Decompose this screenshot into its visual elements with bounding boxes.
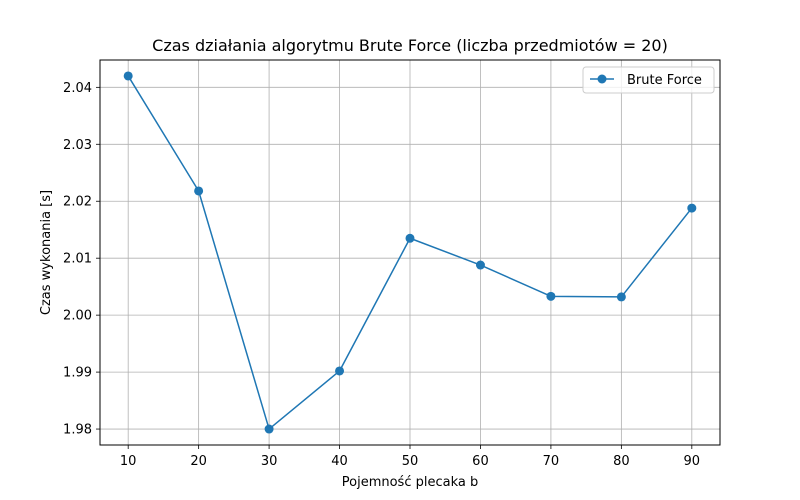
y-tick-label: 2.03 — [63, 138, 92, 153]
y-tick-label: 2.01 — [63, 252, 92, 267]
y-tick-label: 1.99 — [63, 366, 92, 381]
x-tick-label: 90 — [684, 454, 701, 469]
x-tick-label: 70 — [543, 454, 560, 469]
legend-marker — [597, 74, 607, 84]
x-tick-label: 50 — [402, 454, 419, 469]
x-tick-label: 40 — [331, 454, 348, 469]
x-tick-label: 80 — [613, 454, 630, 469]
y-tick-label: 2.02 — [63, 195, 92, 210]
data-point — [123, 71, 133, 81]
data-point — [194, 186, 204, 196]
x-tick-label: 20 — [190, 454, 207, 469]
data-point — [687, 203, 697, 213]
x-axis: 10 20 30 40 50 60 70 80 90 — [120, 445, 700, 469]
data-point — [475, 260, 485, 270]
y-tick-label: 1.98 — [63, 423, 92, 438]
chart-title: Czas działania algorytmu Brute Force (li… — [152, 36, 668, 55]
y-axis-label: Czas wykonania [s] — [39, 190, 54, 315]
series-layer — [123, 71, 697, 434]
legend-box — [582, 66, 715, 94]
legend-label: Brute Force — [627, 73, 702, 88]
x-tick-label: 10 — [120, 454, 137, 469]
legend: Brute Force — [582, 66, 715, 94]
y-tick-label: 2.00 — [63, 309, 92, 324]
data-point — [616, 292, 626, 302]
y-tick-label: 2.04 — [63, 81, 92, 96]
data-point — [335, 366, 345, 376]
data-point — [546, 291, 556, 301]
grid — [100, 60, 720, 445]
x-tick-label: 60 — [472, 454, 489, 469]
data-point — [264, 424, 274, 434]
y-axis: 1.98 1.99 2.00 2.01 2.02 2.03 2.04 — [63, 81, 100, 438]
data-point — [405, 233, 415, 243]
x-tick-label: 30 — [261, 454, 278, 469]
x-axis-label: Pojemność plecaka b — [342, 475, 478, 490]
